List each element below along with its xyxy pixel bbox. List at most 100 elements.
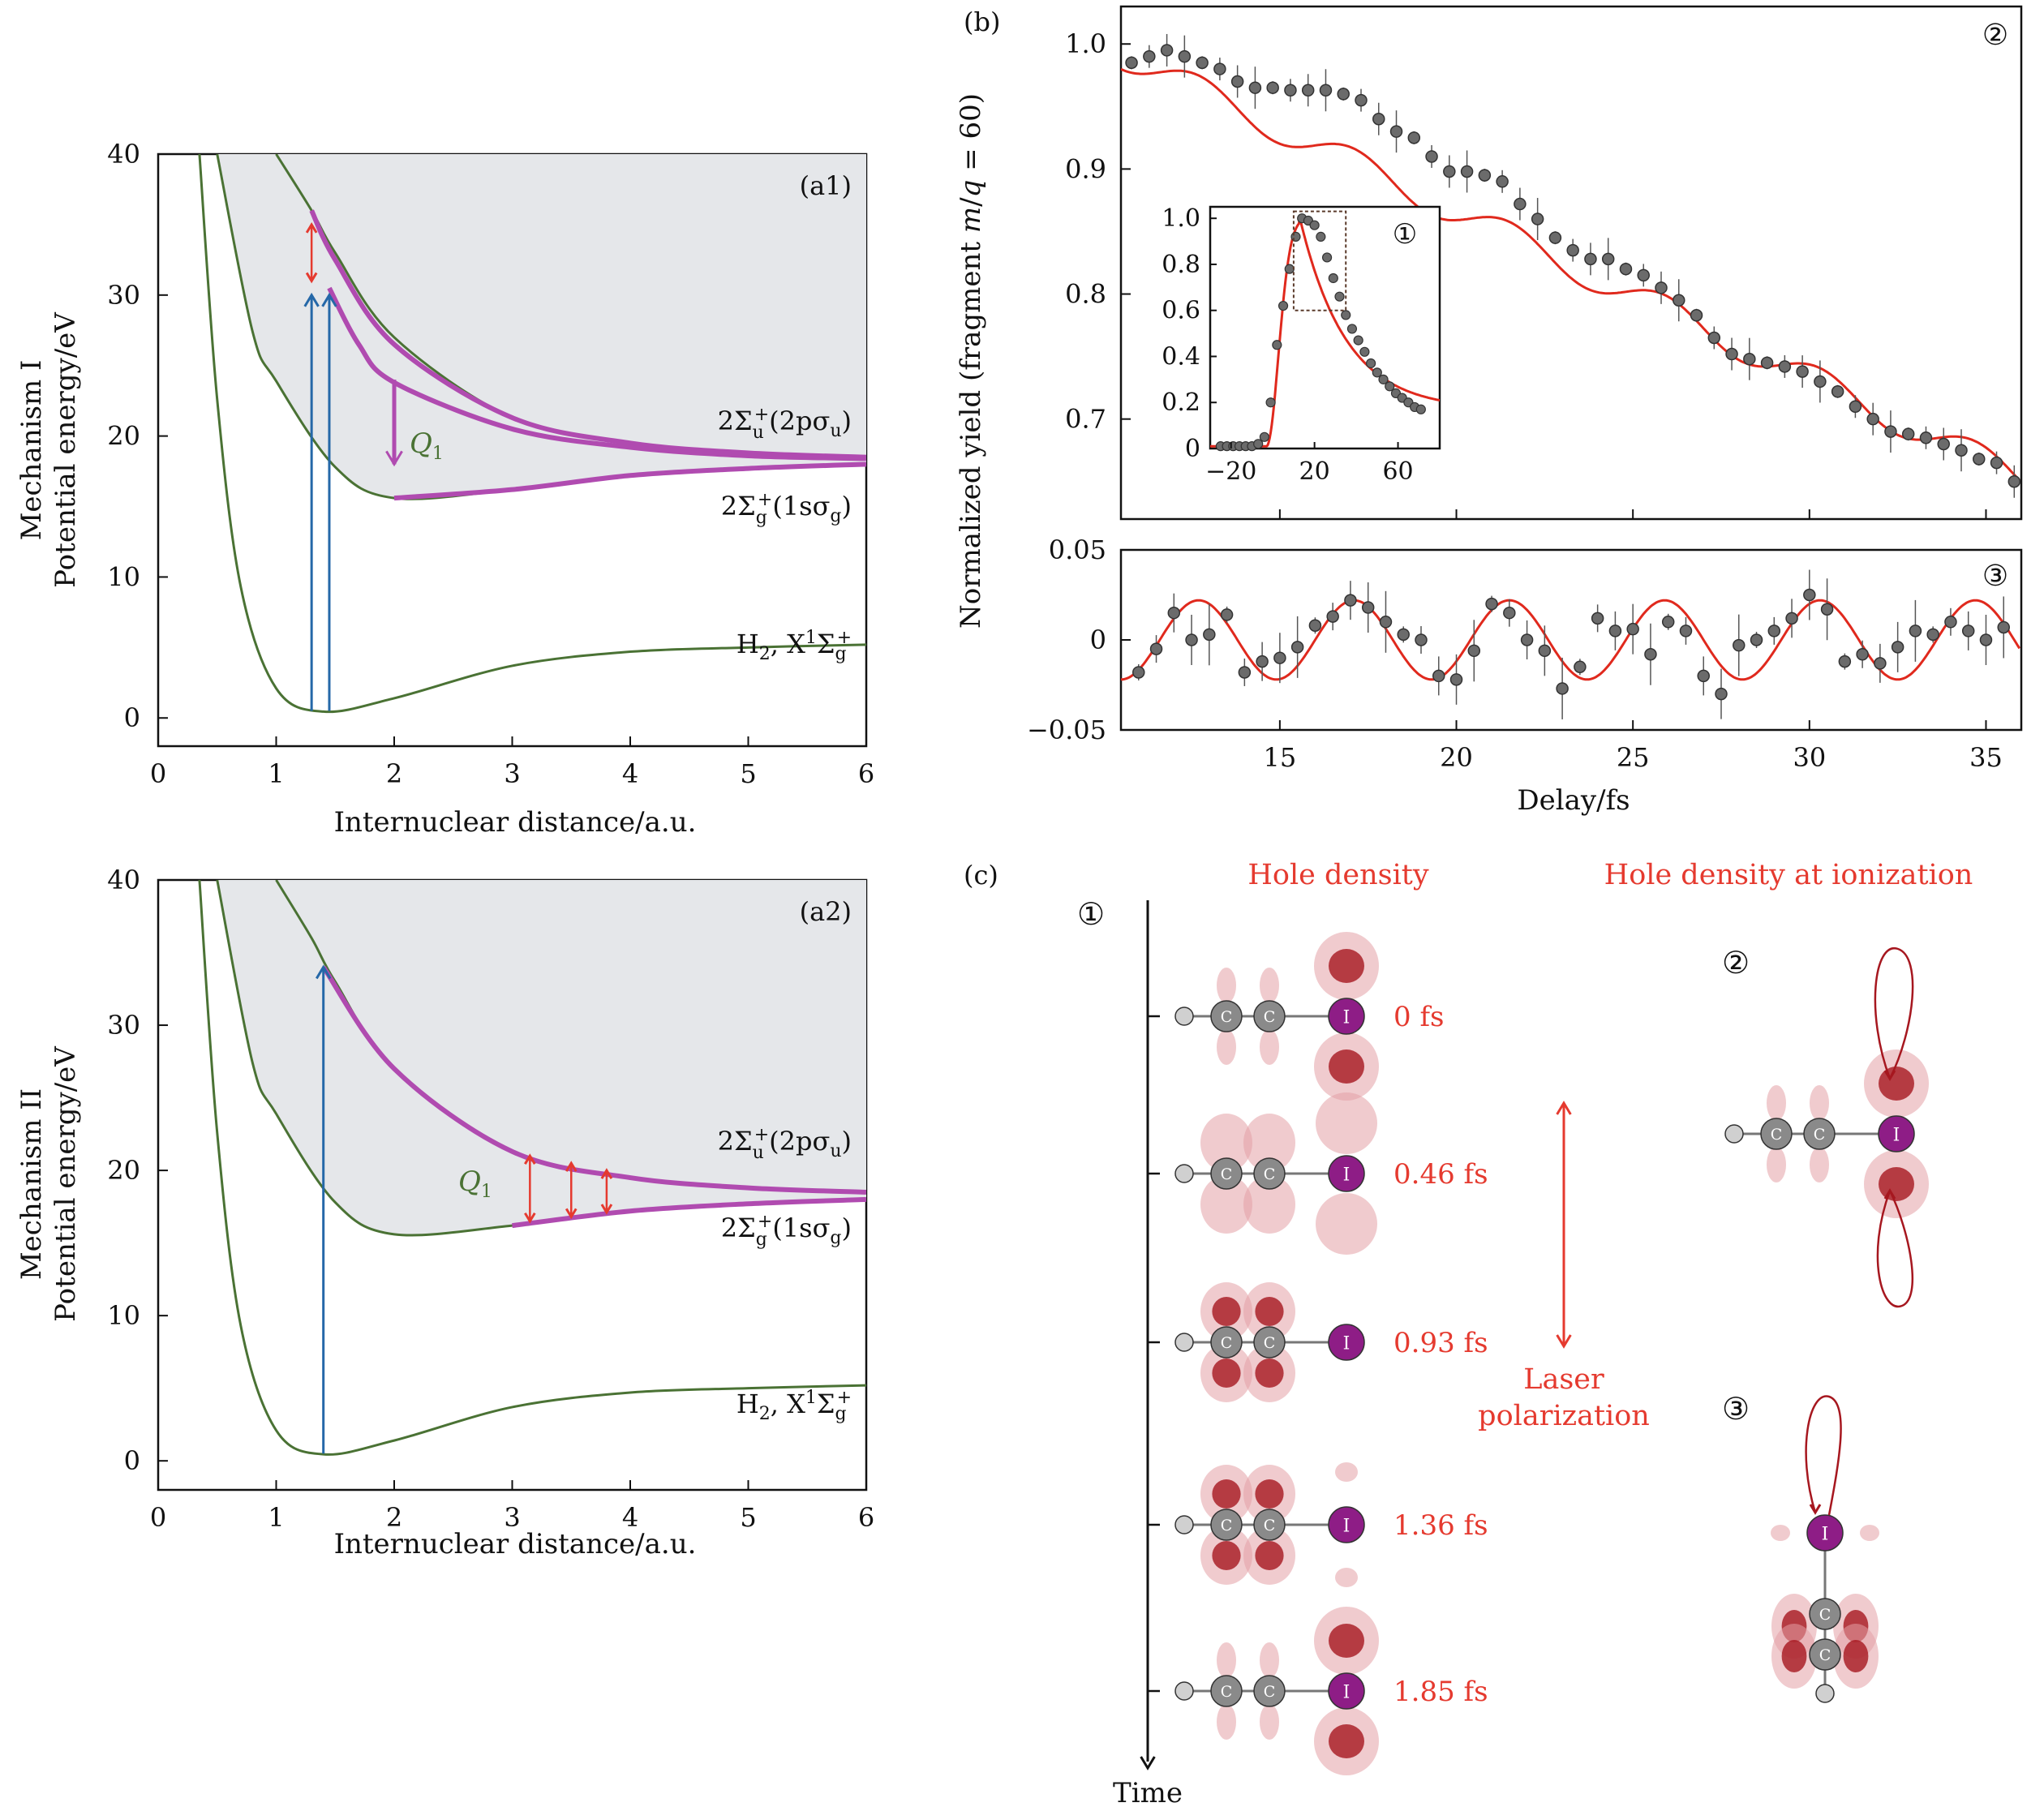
b-residual-data-point xyxy=(1574,660,1587,674)
c-ionization-3: C C I xyxy=(1771,1395,1879,1703)
b-residual-data-point xyxy=(1891,641,1904,654)
b-residual-data-point xyxy=(1556,682,1569,695)
a2-lower-state-label: 2Σg+(1sσg) xyxy=(721,1212,852,1250)
b-main-data-point xyxy=(1655,281,1668,294)
b-residual-data-point xyxy=(1803,588,1816,602)
a2-coupling-arrowhead-down xyxy=(600,1204,613,1215)
b-residual-data-point xyxy=(1944,616,1957,629)
c-molecule-4-iodine-atom xyxy=(1328,1672,1365,1710)
a1-y-axis-label-1: Mechanism I xyxy=(15,360,48,541)
a2-x-axis-label: Internuclear distance/a.u. xyxy=(334,1528,697,1560)
c-laser-arrowhead-top xyxy=(1556,1101,1572,1115)
b-main-data-point xyxy=(1160,44,1174,57)
c-ion2-loop-bottom-arrowhead xyxy=(1883,1188,1896,1200)
b-residual-data-point xyxy=(1503,606,1516,620)
b-residual-data-point xyxy=(1750,633,1763,646)
b-residual-xtick-label: 20 xyxy=(1440,742,1473,773)
a1-ytick-label: 30 xyxy=(107,280,140,311)
c-molecule-0-hole-top-core xyxy=(1329,949,1364,983)
c-molecule-3-hole-carbon-top-core xyxy=(1255,1479,1284,1509)
c-molecule-0-hole-carbon-top xyxy=(1217,968,1236,1003)
c-molecule-0-hydrogen-atom xyxy=(1174,1007,1194,1026)
a2-ytick-label: 40 xyxy=(107,865,140,895)
b-main-data-point xyxy=(1319,84,1333,97)
b-main-data-point xyxy=(1125,56,1138,70)
c-ion3-iodine-atom xyxy=(1806,1514,1844,1552)
b-residual-data-point xyxy=(1997,620,2010,634)
c-molecule-1-hole-bottom xyxy=(1316,1193,1377,1255)
c-molecule-4-hole-carbon-bottom xyxy=(1260,1704,1279,1740)
b-main-data-point xyxy=(1760,356,1774,370)
b-inset-xtick-label: 20 xyxy=(1299,457,1330,486)
c-molecule-2-iodine-atom-letter: I xyxy=(1343,1333,1350,1354)
b-inset-xtick-label: 60 xyxy=(1382,457,1413,486)
b-residual-data-point xyxy=(1608,625,1622,637)
c-molecule-0-carbon-atom-1-letter: C xyxy=(1221,1008,1233,1026)
b-residual-data-point xyxy=(1467,644,1481,658)
b-main-data-point xyxy=(1707,331,1721,345)
b-inset-data-point xyxy=(1259,431,1269,442)
c-circle-3: ③ xyxy=(1722,1391,1750,1427)
b-inset-ytick-label: 0.2 xyxy=(1162,388,1200,417)
b-inset-data-point xyxy=(1253,439,1264,449)
c-molecule-1-hole-carbon-top xyxy=(1243,1114,1295,1172)
b-residual-data-point xyxy=(1715,687,1728,701)
c-ion3-hydrogen-atom xyxy=(1815,1684,1835,1703)
c-laser-label-1: Laser xyxy=(1523,1363,1604,1396)
b-residual-data-point xyxy=(1520,633,1534,646)
b-panel-tag: (b) xyxy=(964,6,1000,37)
a1-xtick-label: 3 xyxy=(504,758,520,789)
a2-xtick-label: 4 xyxy=(622,1502,638,1533)
b-residual-data-point xyxy=(1238,666,1252,679)
b-inset-data-point xyxy=(1309,220,1320,230)
c-ion2-hole-bottom-core xyxy=(1879,1167,1914,1201)
b-main-data-point xyxy=(1919,431,1933,444)
b-residual-data-point xyxy=(1256,655,1269,668)
c-molecule-0-hole-bottom-core xyxy=(1329,1049,1364,1084)
c-title-hole-density-ionization: Hole density at ionization xyxy=(1604,859,1973,891)
b-residual-data-point xyxy=(1644,648,1657,661)
c-molecule-1-carbon-atom-2-letter: C xyxy=(1264,1165,1276,1183)
b-main-data-point xyxy=(1266,81,1279,94)
b-main-circle-label: ② xyxy=(1982,19,2008,52)
c-molecule-4-carbon-atom-1 xyxy=(1210,1675,1243,1707)
b-main-data-point xyxy=(1355,93,1368,107)
a1-ytick-label: 40 xyxy=(107,139,140,170)
a2-xtick-label: 5 xyxy=(740,1502,756,1533)
b-main-data-point xyxy=(1849,400,1862,414)
c-time-axis-arrowhead xyxy=(1140,1756,1156,1771)
c-molecule-2-iodine-atom xyxy=(1328,1324,1365,1361)
b-residual-data-point xyxy=(1308,619,1322,632)
c-molecule-4-hole-carbon-top xyxy=(1217,1642,1236,1678)
b-inset-data-point xyxy=(1378,374,1389,384)
c-molecule-2-carbon-atom-2 xyxy=(1253,1326,1286,1358)
c-ion3-carbon-atom-2-letter: C xyxy=(1819,1606,1831,1624)
b-x-axis-label: Delay/fs xyxy=(1517,784,1630,817)
c-ion2-carbon-atom-2-letter: C xyxy=(1814,1126,1826,1144)
b-residual-data-point xyxy=(1485,597,1498,611)
c-molecule-4-hole-top-core xyxy=(1329,1624,1364,1658)
c-molecule-4-hole-carbon-top xyxy=(1260,1642,1279,1678)
b-residual-data-point xyxy=(1220,608,1234,621)
b-main-data-point xyxy=(1372,112,1385,126)
c-ion2-carbon-atom-1-letter: C xyxy=(1771,1126,1783,1144)
a1-x-axis-label: Internuclear distance/a.u. xyxy=(334,806,697,839)
c-ion3-carbon-atom-2 xyxy=(1809,1598,1841,1630)
b-main-data-point xyxy=(1337,88,1350,101)
c-circle-2: ② xyxy=(1722,945,1750,981)
panel-b: (b) ② ① ③ Delay/fs Normalized yield (fra… xyxy=(955,5,2023,817)
a1-ytick-label: 20 xyxy=(107,421,140,452)
a2-ytick-label: 20 xyxy=(107,1155,140,1186)
b-residual-data-point xyxy=(1132,666,1145,679)
b-residual-data-point xyxy=(1874,657,1887,670)
a2-curve-0 xyxy=(198,880,866,1456)
b-residual-data-point xyxy=(1979,633,1993,646)
c-ion2-iodine-atom xyxy=(1878,1115,1915,1152)
a1-excitation-arrowhead xyxy=(321,292,337,307)
c-time-axis xyxy=(1140,900,1160,1771)
c-ion3-loop-arrowhead xyxy=(1809,1504,1822,1515)
b-main-data-point xyxy=(1178,49,1192,63)
a1-magenta-lower xyxy=(393,461,866,501)
